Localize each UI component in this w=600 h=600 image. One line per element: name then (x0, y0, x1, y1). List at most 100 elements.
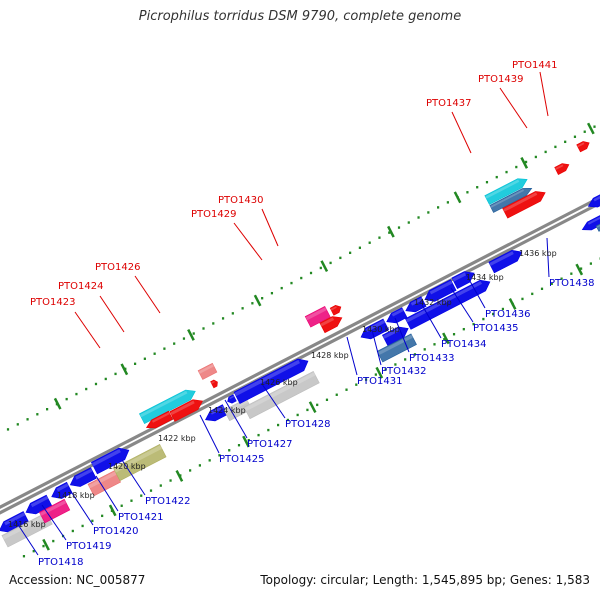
label-connector (233, 222, 263, 261)
track-dot (397, 226, 401, 229)
track-dot (6, 428, 10, 431)
track-dot (554, 145, 557, 149)
track-tick (175, 470, 184, 482)
track-dot (485, 180, 489, 184)
track-dot (583, 130, 586, 133)
track-tick (187, 329, 195, 341)
track-dot (355, 383, 358, 386)
gene-features (0, 141, 600, 548)
label-connector (41, 504, 67, 541)
track-tick (320, 260, 329, 273)
gene-label-pto1435: PTO1435 (473, 323, 518, 334)
gene-feature-highlight (410, 297, 423, 306)
tick-label: 1416 kbp (8, 520, 46, 529)
track-tick (253, 294, 262, 307)
track-tick (108, 504, 117, 517)
gene-feature-highlight (452, 272, 467, 282)
gene-feature-highlight (365, 319, 385, 332)
track-dot (192, 332, 195, 335)
gene-label-pto1426: PTO1426 (95, 262, 140, 273)
track-dot (104, 377, 107, 381)
label-connector (499, 87, 528, 129)
gene-feature-highlight (234, 359, 300, 397)
gene-feature-highlight (75, 468, 93, 480)
label-connector (99, 295, 125, 333)
gene-feature-highlight (330, 306, 337, 311)
gene-feature-highlight (429, 280, 453, 295)
accession-text: Accession: NC_005877 (9, 573, 146, 587)
gene-feature (90, 447, 130, 475)
track-dot (133, 362, 137, 366)
track-tick (120, 363, 129, 376)
label-connector (346, 336, 358, 376)
label-connector (371, 329, 382, 366)
track-dot (404, 358, 407, 361)
gene-label-pto1438: PTO1438 (549, 278, 594, 289)
track-dot (593, 125, 596, 128)
track-dot (423, 348, 426, 351)
gene-feature (38, 498, 71, 524)
gene-feature-highlight (30, 496, 49, 508)
gene-label-pto1418: PTO1418 (38, 557, 83, 568)
gene-label-pto1428: PTO1428 (285, 419, 330, 430)
track-dot (560, 277, 563, 280)
track-dot (143, 357, 146, 360)
gene-feature (376, 333, 417, 363)
gene-feature (304, 305, 331, 328)
gene-feature-highlight (198, 364, 214, 374)
gene-feature-highlight (596, 225, 600, 228)
label-connector (394, 317, 410, 353)
gene-label-pto1425: PTO1425 (219, 454, 264, 465)
label-connector (451, 111, 472, 154)
gene-feature-highlight (4, 512, 26, 526)
gene-feature-highlight (485, 179, 520, 199)
gene-feature-highlight (139, 390, 188, 418)
track-dot (22, 555, 26, 558)
label-connector (199, 414, 220, 454)
track-dot (130, 499, 133, 502)
track-dot (443, 338, 446, 341)
label-connector (224, 399, 248, 439)
label-connector (261, 208, 279, 247)
gene-feature-highlight (211, 380, 215, 384)
track-dot (368, 241, 371, 244)
track-dot (42, 544, 45, 548)
gene-feature-highlight (88, 471, 117, 489)
track-dot (91, 519, 94, 523)
gene-feature-highlight (577, 142, 585, 148)
track-dot (163, 347, 166, 350)
track-dot (573, 135, 577, 138)
gene-feature (576, 141, 590, 153)
track-dot (309, 271, 313, 275)
track-dot (433, 343, 436, 346)
gene-feature-highlight (229, 395, 235, 400)
gene-feature-highlight (382, 327, 401, 339)
track-dot (492, 312, 495, 316)
track-dot (276, 423, 280, 427)
tick-label: 1428 kbp (311, 351, 349, 360)
track-dot (501, 307, 505, 311)
track-dot (257, 433, 260, 437)
track-dot (540, 287, 544, 291)
track-dot (75, 392, 78, 396)
gene-feature (329, 304, 342, 316)
gene-label-pto1423: PTO1423 (30, 297, 75, 308)
gene-feature (87, 470, 122, 497)
gene-feature (404, 279, 491, 330)
track-dot (32, 549, 35, 553)
genome-summary-text: Topology: circular; Length: 1,545,895 bp… (260, 573, 590, 587)
track-dot (189, 469, 192, 472)
gene-feature (138, 389, 196, 425)
label-connector (121, 459, 146, 496)
track-dot (345, 388, 348, 391)
track-dot (182, 337, 186, 340)
track-dot (26, 418, 29, 421)
track-dot (149, 489, 153, 492)
track-tick (575, 263, 584, 276)
track-dot (208, 459, 211, 462)
track-dot (280, 286, 283, 290)
tick-label: 1422 kbp (158, 434, 196, 443)
track-dot (325, 398, 329, 402)
track-tick (375, 366, 384, 379)
gene-feature (243, 370, 320, 420)
